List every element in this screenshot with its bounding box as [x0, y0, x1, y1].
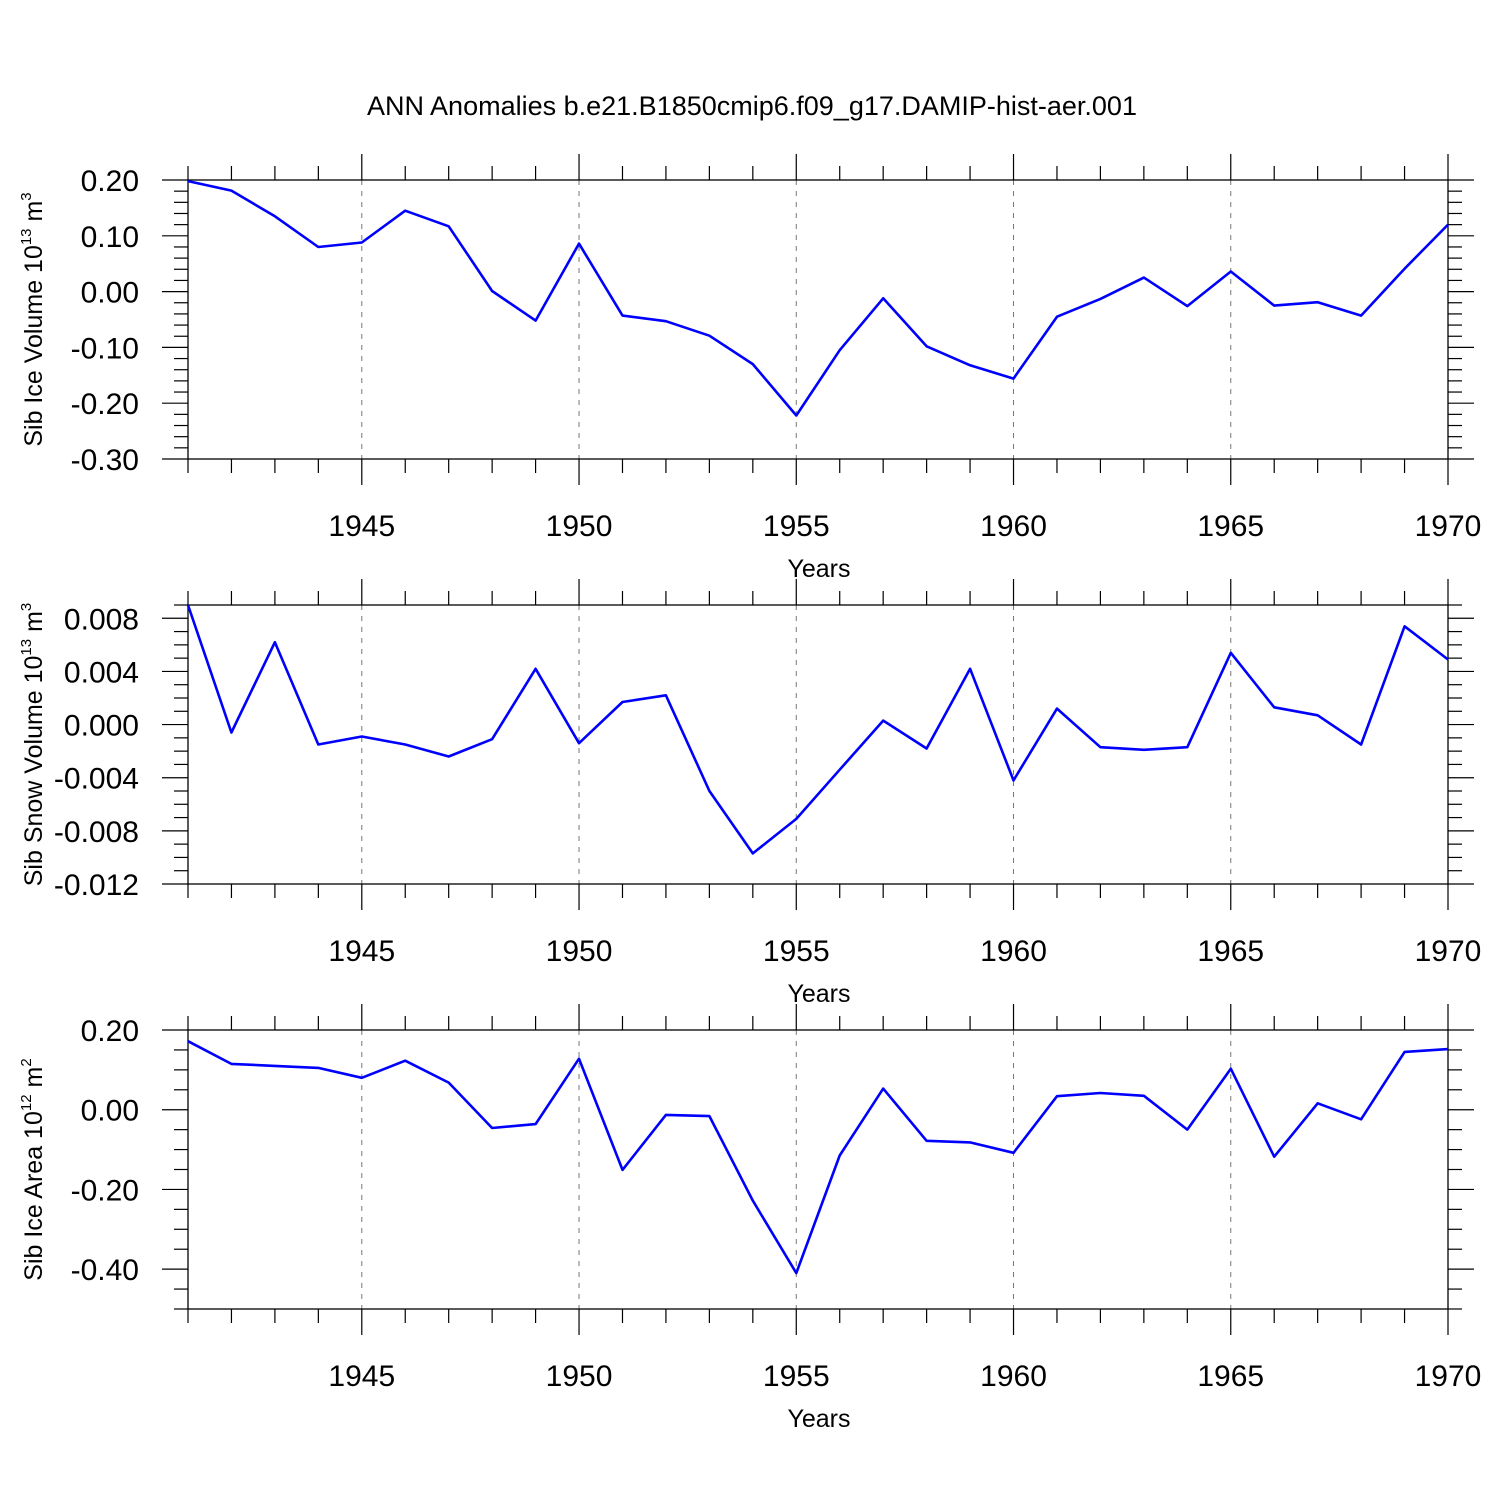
- series-line: [187, 179, 1449, 417]
- y-axis-label: Sib Snow Volume 1013 m3: [18, 603, 48, 887]
- y-tick-label: -0.008: [54, 816, 139, 849]
- panel-2: 1945 1950 1955 1960 1965 1970 Years -0.012 -0.00…: [18, 579, 1481, 1008]
- y-tick-label: -0.40: [71, 1254, 139, 1287]
- x-tick-label: 1960: [980, 935, 1047, 968]
- panel-1: 1945 1950 1955 1960 1965 1970 Years -0.30 -0.20 -…: [18, 154, 1481, 583]
- x-tick-label: 1950: [546, 510, 613, 543]
- chart-panels: 1945 1950 1955 1960 1965 1970 Years -0.30 -0.20 -…: [18, 154, 1481, 1433]
- y-tick-label: -0.012: [54, 869, 139, 902]
- x-tick-label: 1950: [546, 1360, 613, 1393]
- chart-title: ANN Anomalies b.e21.B1850cmip6.f09_g17.D…: [367, 91, 1137, 121]
- y-tick-label: 0.10: [81, 221, 139, 254]
- x-axis-label: Years: [787, 980, 850, 1008]
- y-tick-label: -0.004: [54, 763, 139, 796]
- x-tick-label: 1965: [1197, 935, 1264, 968]
- y-tick-label: 0.00: [81, 1095, 139, 1128]
- x-tick-label: 1970: [1415, 510, 1482, 543]
- y-tick-label: -0.20: [71, 388, 139, 421]
- series-line: [187, 1040, 1449, 1275]
- plot-frame: [187, 179, 1449, 460]
- plot-frame: [187, 604, 1449, 885]
- y-tick-label: 0.000: [64, 710, 139, 743]
- x-tick-label: 1970: [1415, 935, 1482, 968]
- y-tick-label: -0.30: [71, 444, 139, 477]
- x-tick-label: 1945: [328, 1360, 395, 1393]
- y-axis-label: Sib Ice Area 1012 m2: [18, 1058, 48, 1280]
- y-tick-label: 0.008: [64, 603, 139, 636]
- x-tick-label: 1965: [1197, 1360, 1264, 1393]
- x-tick-label: 1960: [980, 1360, 1047, 1393]
- y-tick-label: 0.004: [64, 656, 139, 689]
- y-tick-label: 0.20: [81, 165, 139, 198]
- y-tick-label: 0.20: [81, 1015, 139, 1048]
- series-line: [186, 604, 1449, 855]
- x-tick-label: 1945: [328, 935, 395, 968]
- x-tick-label: 1960: [980, 510, 1047, 543]
- x-tick-label: 1970: [1415, 1360, 1482, 1393]
- x-tick-label: 1955: [763, 935, 830, 968]
- x-axis-label: Years: [787, 1405, 850, 1433]
- x-tick-label: 1950: [546, 935, 613, 968]
- y-tick-label: -0.20: [71, 1174, 139, 1207]
- y-tick-label: -0.10: [71, 332, 139, 365]
- x-axis-label: Years: [787, 555, 850, 583]
- x-tick-label: 1955: [763, 1360, 830, 1393]
- x-tick-label: 1945: [328, 510, 395, 543]
- x-tick-label: 1955: [763, 510, 830, 543]
- y-axis-label: Sib Ice Volume 1013 m3: [18, 192, 48, 446]
- x-tick-label: 1965: [1197, 510, 1264, 543]
- y-tick-label: 0.00: [81, 277, 139, 310]
- panel-3: 1945 1950 1955 1960 1965 1970 Years -0.40 -0.20 0…: [18, 1004, 1481, 1433]
